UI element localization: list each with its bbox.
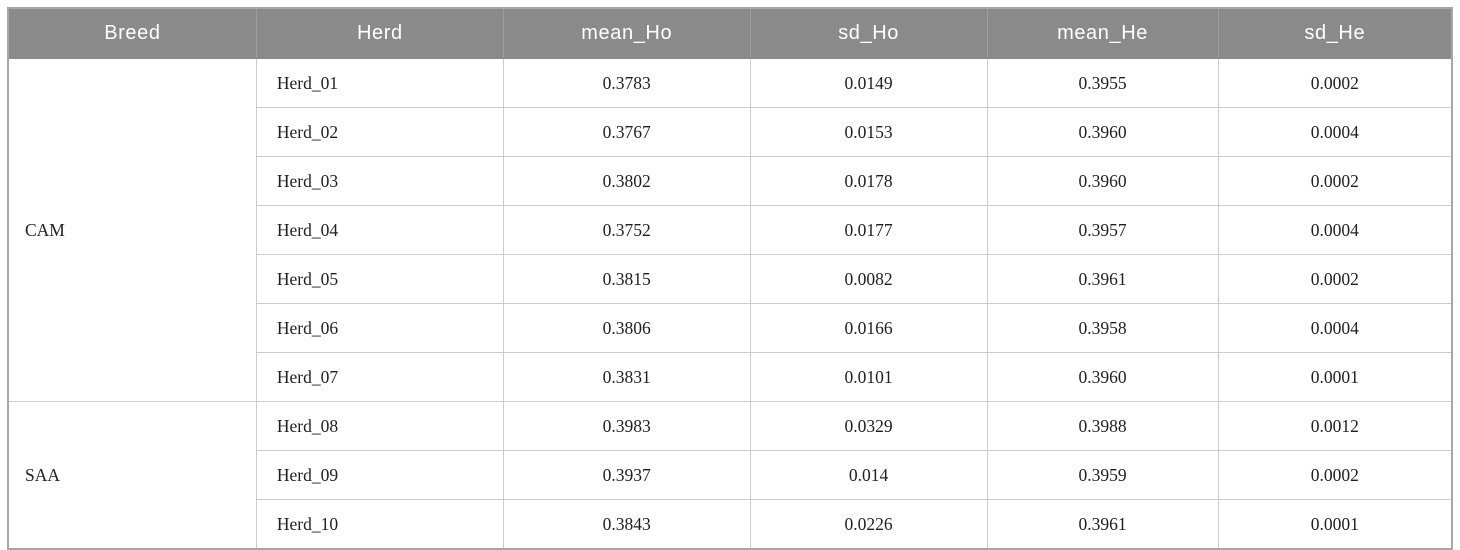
value-cell: 0.3806 (502, 303, 751, 353)
table-row: SAA Herd_08 0.3983 0.0329 0.3988 0.0012 (7, 401, 1453, 550)
breed-cell: SAA (7, 401, 257, 550)
value-cell: 0.0226 (749, 499, 988, 550)
value-cell: 0.3961 (986, 254, 1219, 304)
heterozygosity-table: Breed Herd mean_Ho sd_Ho mean_He sd_He C… (7, 7, 1453, 550)
column-header-sd-he: sd_He (1218, 8, 1452, 59)
herd-cell: Herd_02 (255, 107, 504, 157)
value-cell: 0.0101 (749, 352, 988, 402)
value-cell: 0.3802 (502, 156, 751, 206)
value-cell: 0.0001 (1217, 499, 1453, 550)
table-body: CAM Herd_01 0.3783 0.0149 0.3955 0.0002 Herd_0… (7, 58, 1453, 550)
table-row: Herd_04 0.3752 0.0177 0.3957 0.0004 (8, 205, 1453, 255)
herd-cell: Herd_08 (255, 401, 504, 451)
table-header: Breed Herd mean_Ho sd_Ho mean_He sd_He (8, 8, 1452, 59)
value-cell: 0.3960 (986, 107, 1219, 157)
column-header-herd: Herd (256, 8, 504, 59)
herd-cell: Herd_01 (255, 58, 504, 108)
value-cell: 0.0004 (1217, 205, 1453, 255)
column-header-mean-ho: mean_Ho (503, 8, 751, 59)
value-cell: 0.014 (749, 450, 988, 500)
table-row: Herd_06 0.3806 0.0166 0.3958 0.0004 (8, 303, 1453, 353)
value-cell: 0.0178 (749, 156, 988, 206)
table-row: Herd_09 0.3937 0.014 0.3959 0.0002 (8, 450, 1453, 500)
value-cell: 0.0166 (749, 303, 988, 353)
value-cell: 0.0329 (749, 401, 988, 451)
table-row: Herd_05 0.3815 0.0082 0.3961 0.0002 (8, 254, 1453, 304)
value-cell: 0.3960 (986, 352, 1219, 402)
value-cell: 0.3960 (986, 156, 1219, 206)
value-cell: 0.3961 (986, 499, 1219, 550)
value-cell: 0.3783 (502, 58, 751, 108)
herd-cell: Herd_07 (255, 352, 504, 402)
value-cell: 0.0012 (1217, 401, 1453, 451)
column-header-sd-ho: sd_Ho (750, 8, 988, 59)
header-row: Breed Herd mean_Ho sd_Ho mean_He sd_He (8, 8, 1452, 59)
value-cell: 0.3983 (502, 401, 751, 451)
value-cell: 0.3843 (502, 499, 751, 550)
value-cell: 0.0002 (1217, 58, 1453, 108)
value-cell: 0.0004 (1217, 303, 1453, 353)
value-cell: 0.3988 (986, 401, 1219, 451)
value-cell: 0.3958 (986, 303, 1219, 353)
value-cell: 0.0082 (749, 254, 988, 304)
value-cell: 0.3767 (502, 107, 751, 157)
value-cell: 0.0001 (1217, 352, 1453, 402)
table-row: Herd_03 0.3802 0.0178 0.3960 0.0002 (8, 156, 1453, 206)
herd-cell: Herd_04 (255, 205, 504, 255)
column-header-mean-he: mean_He (987, 8, 1219, 59)
herd-cell: Herd_06 (255, 303, 504, 353)
value-cell: 0.3957 (986, 205, 1219, 255)
column-header-breed: Breed (8, 8, 257, 59)
value-cell: 0.3937 (502, 450, 751, 500)
table-row: Herd_07 0.3831 0.0101 0.3960 0.0001 (8, 352, 1453, 402)
value-cell: 0.0177 (749, 205, 988, 255)
value-cell: 0.0004 (1217, 107, 1453, 157)
value-cell: 0.0153 (749, 107, 988, 157)
value-cell: 0.0002 (1217, 156, 1453, 206)
value-cell: 0.0002 (1217, 254, 1453, 304)
table-row: CAM Herd_01 0.3783 0.0149 0.3955 0.0002 (7, 58, 1453, 402)
value-cell: 0.3815 (502, 254, 751, 304)
value-cell: 0.3831 (502, 352, 751, 402)
herd-cell: Herd_10 (255, 499, 504, 550)
herd-cell: Herd_09 (255, 450, 504, 500)
herd-cell: Herd_03 (255, 156, 504, 206)
value-cell: 0.0149 (749, 58, 988, 108)
herd-cell: Herd_05 (255, 254, 504, 304)
value-cell: 0.3959 (986, 450, 1219, 500)
breed-cell: CAM (7, 58, 257, 402)
table-row: Herd_10 0.3843 0.0226 0.3961 0.0001 (8, 499, 1453, 550)
table-row: Herd_02 0.3767 0.0153 0.3960 0.0004 (8, 107, 1453, 157)
value-cell: 0.3955 (986, 58, 1219, 108)
value-cell: 0.3752 (502, 205, 751, 255)
value-cell: 0.0002 (1217, 450, 1453, 500)
